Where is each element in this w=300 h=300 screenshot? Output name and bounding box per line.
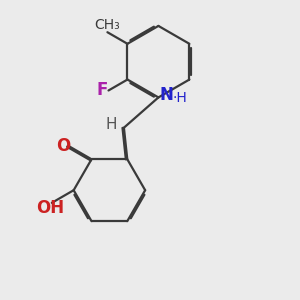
Text: OH: OH: [36, 199, 64, 217]
Text: N: N: [159, 86, 173, 104]
Text: O: O: [56, 136, 70, 154]
Text: CH₃: CH₃: [94, 18, 120, 32]
Text: ·H: ·H: [173, 91, 188, 105]
Text: H: H: [106, 117, 117, 132]
Text: F: F: [97, 82, 108, 100]
